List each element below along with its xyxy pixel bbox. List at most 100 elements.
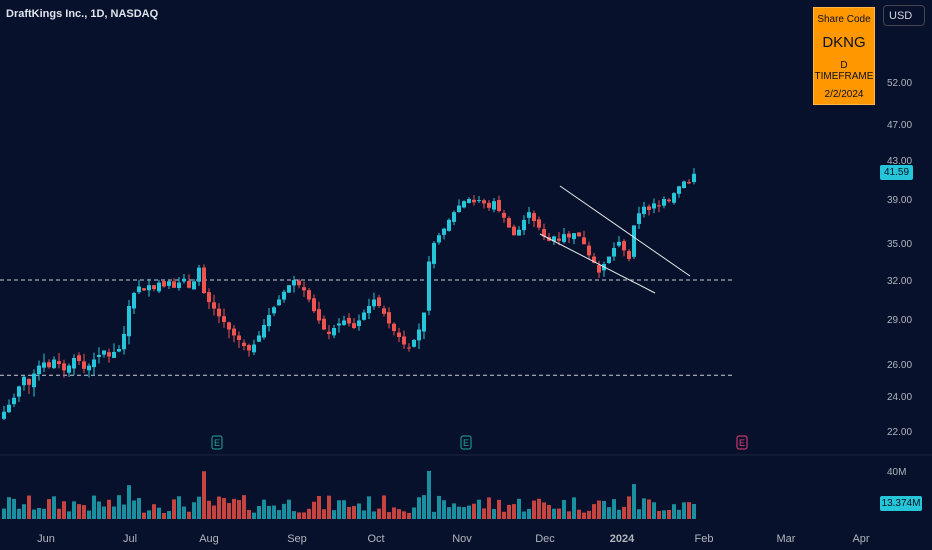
- volume-bar: [252, 512, 256, 519]
- price-tick-label: 52.00: [887, 78, 912, 89]
- earnings-marker: E: [211, 435, 223, 450]
- time-axis-label: Jun: [37, 533, 55, 545]
- price-tick-label: 35.00: [887, 239, 912, 250]
- volume-bar: [232, 498, 236, 519]
- volume-bar: [112, 506, 116, 519]
- price-tick-label: 29.00: [887, 315, 912, 326]
- candle-body: [287, 285, 291, 293]
- candle-body: [582, 237, 586, 245]
- volume-bar: [527, 508, 531, 519]
- volume-bar: [267, 505, 271, 519]
- candle-body: [27, 378, 31, 385]
- candle-body: [627, 250, 631, 260]
- trendline: [539, 233, 656, 294]
- volume-bar: [217, 496, 221, 519]
- candle-body: [537, 219, 541, 228]
- time-axis-label: Nov: [452, 533, 472, 545]
- volume-bar: [67, 511, 71, 519]
- candle-body: [632, 225, 636, 257]
- time-axis-label: Apr: [852, 533, 869, 545]
- candle-body: [7, 404, 11, 413]
- candle-body: [167, 281, 171, 286]
- volume-bar: [387, 512, 391, 519]
- volume-bar: [577, 509, 581, 519]
- candle-body: [447, 219, 451, 231]
- volume-bar: [297, 512, 301, 519]
- candle-body: [62, 363, 66, 371]
- candle-body: [477, 200, 481, 202]
- candle-body: [247, 345, 251, 351]
- candle-body: [57, 361, 61, 364]
- candle-body: [207, 292, 211, 303]
- candle-body: [307, 290, 311, 300]
- price-tick-label: 32.00: [887, 276, 912, 287]
- candle-body: [72, 358, 76, 369]
- candle-body: [227, 322, 231, 330]
- earnings-marker-box: [211, 435, 223, 450]
- candle-body: [12, 397, 16, 405]
- volume-bar: [682, 502, 686, 519]
- candle-body: [17, 386, 21, 397]
- price-tick-label: 22.00: [887, 427, 912, 438]
- candle-body: [662, 199, 666, 206]
- candle-body: [257, 335, 261, 342]
- price-tick-label: 43.00: [887, 156, 912, 167]
- candle-body: [237, 335, 241, 340]
- earnings-marker-label: E: [463, 438, 469, 448]
- time-axis-label: 2024: [610, 533, 635, 545]
- candle-body: [542, 229, 546, 237]
- earnings-marker: E: [736, 435, 748, 450]
- volume-bar: [182, 506, 186, 519]
- candle-body: [462, 201, 466, 208]
- candle-body: [587, 245, 591, 256]
- time-axis: Jun Jul Aug Sep Oct Nov Dec 2024 Feb Mar Apr: [37, 533, 870, 545]
- volume-bar: [502, 511, 506, 519]
- candle-body: [607, 256, 611, 263]
- volume-bar: [457, 506, 461, 519]
- candle-body: [302, 287, 306, 291]
- volume-bar: [542, 502, 546, 519]
- volume-bar: [412, 507, 416, 519]
- candle-body: [92, 359, 96, 368]
- candle-body: [87, 365, 91, 371]
- time-axis-label: Jul: [123, 533, 137, 545]
- candle-body: [317, 309, 321, 321]
- volume-bar: [482, 508, 486, 519]
- time-axis-label: Oct: [367, 533, 384, 545]
- volume-bar: [472, 503, 476, 519]
- candle-body: [407, 347, 411, 349]
- volume-bar: [402, 511, 406, 519]
- candle-body: [217, 308, 221, 317]
- candle-body: [592, 256, 596, 263]
- candle-body: [332, 328, 336, 336]
- candle-body: [242, 342, 246, 346]
- volume-bar: [567, 511, 571, 519]
- volume-bar: [362, 510, 366, 519]
- candle-body: [422, 312, 426, 332]
- candle-body: [172, 281, 176, 288]
- volume-bars: [2, 470, 696, 519]
- candle-body: [272, 307, 276, 314]
- volume-bar: [692, 503, 696, 519]
- time-axis-label: Mar: [777, 533, 796, 545]
- candle-body: [82, 361, 86, 369]
- volume-bar: [562, 499, 566, 519]
- volume-bar: [82, 505, 86, 519]
- volume-bar: [352, 505, 356, 519]
- volume-bar: [57, 508, 61, 519]
- volume-bar: [332, 510, 336, 519]
- volume-bar: [62, 501, 66, 519]
- volume-bar: [507, 504, 511, 519]
- volume-bar: [172, 499, 176, 519]
- candle-body: [672, 193, 676, 203]
- candle-body: [652, 203, 656, 209]
- price-axis: 52.00 47.00 43.00 39.00 35.00 32.00 29.00 26.00…: [887, 78, 912, 478]
- candle-body: [527, 212, 531, 218]
- volume-bar: [127, 485, 131, 519]
- volume-bar: [107, 499, 111, 519]
- candle-body: [22, 376, 26, 386]
- volume-bar: [2, 508, 6, 519]
- candle-body: [107, 352, 111, 357]
- currency-button[interactable]: USD: [883, 5, 925, 26]
